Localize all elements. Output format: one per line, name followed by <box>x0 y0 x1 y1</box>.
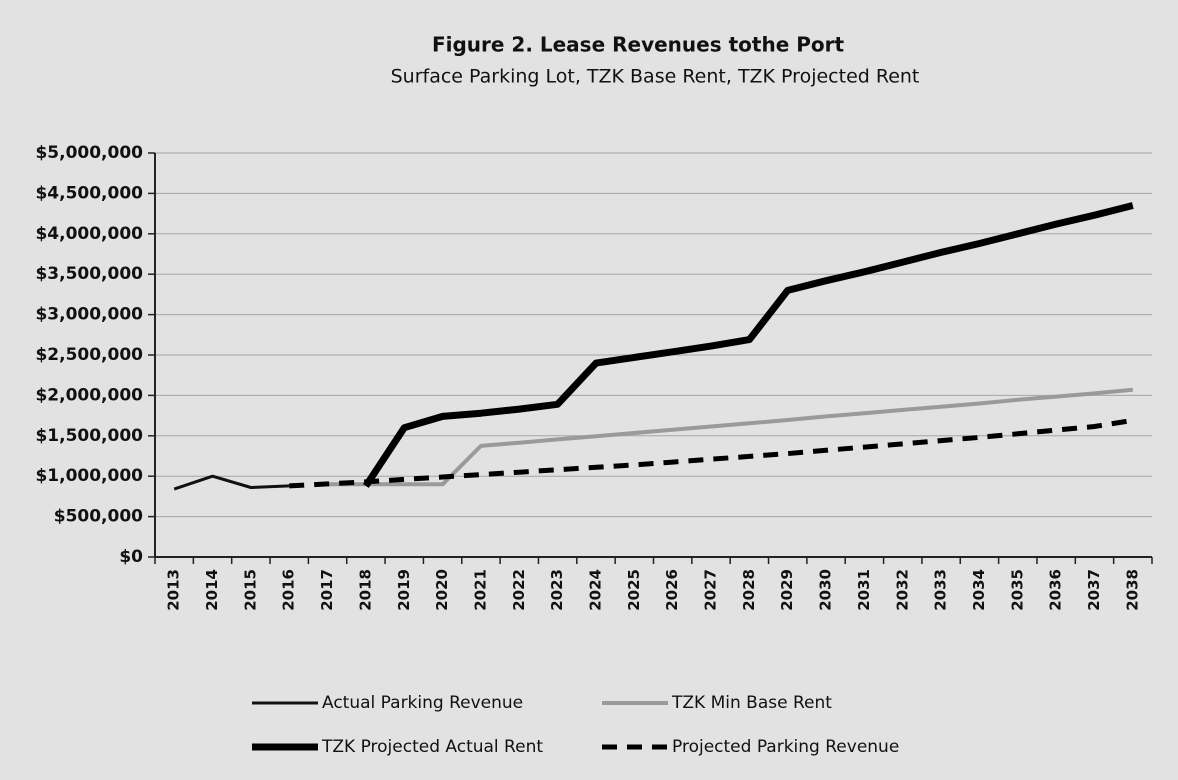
legend-label: Projected Parking Revenue <box>672 737 899 757</box>
x-tick-label: 2019 <box>395 569 413 611</box>
x-tick-label: 2031 <box>855 569 873 611</box>
x-tick-label: 2018 <box>356 569 374 611</box>
y-tick-label: $1,000,000 <box>35 466 143 486</box>
x-tick-label: 2017 <box>318 569 336 611</box>
x-tick-label: 2024 <box>586 569 604 611</box>
legend-label: Actual Parking Revenue <box>322 693 523 713</box>
x-tick-label: 2029 <box>778 569 796 611</box>
y-tick-label: $2,500,000 <box>35 345 143 365</box>
x-tick-label: 2020 <box>433 569 451 611</box>
legend-label: TZK Min Base Rent <box>671 693 832 713</box>
x-tick-label: 2030 <box>817 569 835 611</box>
y-tick-label: $500,000 <box>54 507 143 527</box>
y-tick-label: $4,500,000 <box>35 183 143 203</box>
series-line <box>362 202 1134 488</box>
x-tick-label: 2037 <box>1085 569 1103 611</box>
y-tick-label: $5,000,000 <box>35 143 143 163</box>
x-tick-label: 2015 <box>241 569 259 611</box>
series-line <box>289 417 1134 489</box>
y-tick-label: $0 <box>119 547 143 567</box>
x-tick-label: 2014 <box>203 569 221 611</box>
legend-label: TZK Projected Actual Rent <box>321 737 543 757</box>
x-tick-label: 2032 <box>893 569 911 611</box>
x-tick-label: 2027 <box>702 569 720 611</box>
chart-subtitle: Surface Parking Lot, TZK Base Rent, TZK … <box>391 66 920 88</box>
x-tick-label: 2033 <box>932 569 950 611</box>
x-tick-label: 2016 <box>280 569 298 611</box>
y-tick-label: $2,000,000 <box>35 385 143 405</box>
x-tick-label: 2025 <box>625 569 643 611</box>
x-tick-label: 2023 <box>548 569 566 611</box>
x-tick-label: 2021 <box>471 569 489 611</box>
y-tick-label: $1,500,000 <box>35 426 143 446</box>
y-tick-label: $3,000,000 <box>35 305 143 325</box>
x-tick-label: 2034 <box>970 569 988 611</box>
series-line <box>327 387 1133 487</box>
x-tick-label: 2028 <box>740 569 758 611</box>
y-tick-label: $3,500,000 <box>35 264 143 284</box>
x-tick-label: 2035 <box>1008 569 1026 611</box>
x-tick-label: 2022 <box>510 569 528 611</box>
x-tick-label: 2036 <box>1047 569 1065 611</box>
y-tick-label: $4,000,000 <box>35 224 143 244</box>
chart-title: Figure 2. Lease Revenues tothe Port <box>432 33 845 57</box>
series-line <box>173 474 290 491</box>
x-tick-label: 2038 <box>1123 569 1141 611</box>
x-tick-label: 2013 <box>165 569 183 611</box>
x-tick-label: 2026 <box>663 569 681 611</box>
